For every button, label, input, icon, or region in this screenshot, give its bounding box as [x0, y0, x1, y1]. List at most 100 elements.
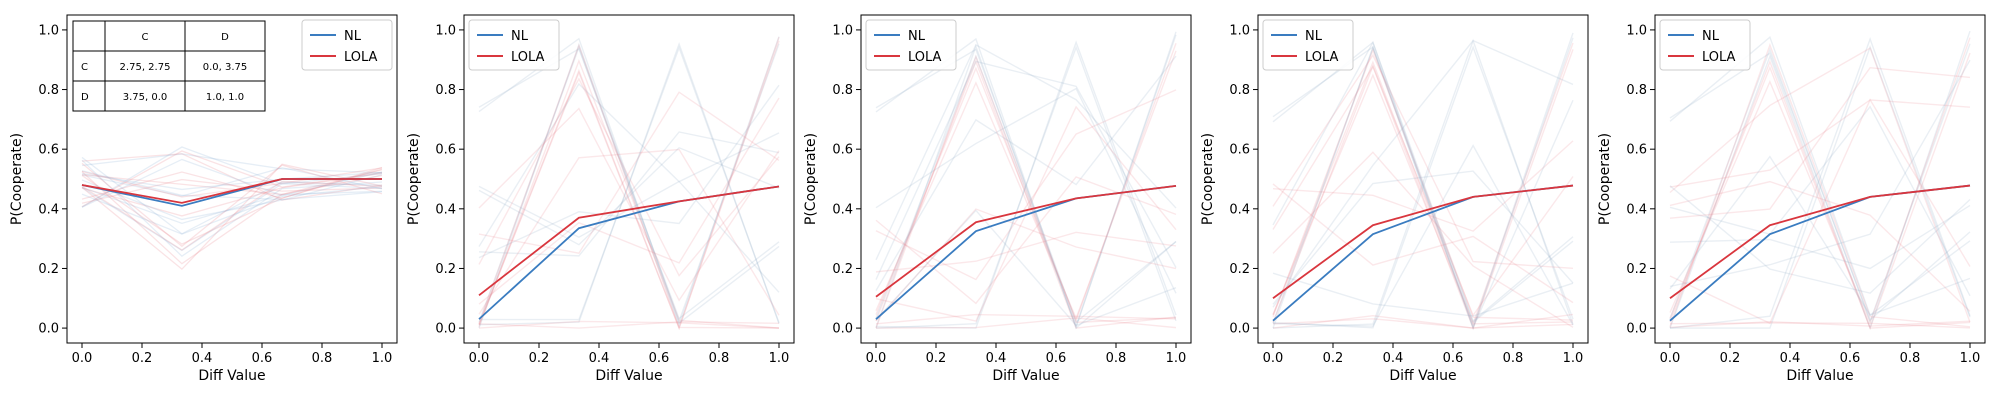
series-line-lola: [81, 178, 382, 204]
x-tick-label: 0.0: [469, 351, 490, 366]
x-tick-label: 1.0: [1166, 351, 1187, 366]
trace-nl: [81, 158, 383, 208]
background-traces: [1272, 32, 1574, 331]
trace-lola: [875, 89, 1177, 281]
trace-nl: [1272, 45, 1574, 329]
y-axis-label: P(Cooperate): [1200, 133, 1216, 225]
trace-lola: [81, 168, 383, 245]
x-tick-label: 0.4: [1780, 351, 1801, 366]
legend: NL LOLA: [468, 19, 560, 71]
y-tick-label: 0.4: [1229, 202, 1250, 217]
x-tick-label: 0.6: [1840, 351, 1861, 366]
trace-nl: [1669, 30, 1971, 330]
x-tick-label: 1.0: [1563, 351, 1584, 366]
table-row-header: C: [81, 62, 88, 73]
y-tick-label: 1.0: [832, 23, 853, 38]
x-tick-label: 0.6: [649, 351, 670, 366]
trace-nl: [81, 153, 383, 174]
trace-lola: [875, 208, 1177, 322]
trace-lola: [875, 313, 1177, 325]
legend-label-nl: NL: [511, 29, 529, 44]
trace-nl: [1272, 45, 1574, 324]
series-line-lola: [1272, 184, 1574, 299]
x-tick-label: 1.0: [1960, 351, 1981, 366]
trace-lola: [1272, 53, 1574, 270]
trace-nl: [1272, 37, 1574, 331]
trace-lola: [478, 40, 780, 331]
trace-nl: [1669, 43, 1971, 324]
x-tick-label: 0.8: [1900, 351, 1921, 366]
x-tick-label: 0.2: [1720, 351, 1741, 366]
trace-lola: [478, 58, 780, 329]
trace-lola: [1272, 314, 1574, 329]
axes-frame: [1257, 14, 1589, 344]
trace-nl: [478, 84, 780, 259]
x-tick-label: 0.0: [866, 351, 887, 366]
trace-nl: [1272, 32, 1574, 329]
trace-lola: [1272, 48, 1574, 321]
trace-lola: [1272, 42, 1574, 326]
y-tick-label: 0.0: [832, 322, 853, 337]
x-tick-label: 0.2: [132, 351, 153, 366]
y-tick-label: 0.4: [832, 202, 853, 217]
y-tick-label: 0.4: [38, 202, 59, 217]
trace-nl: [1272, 272, 1574, 317]
y-tick-label: 0.8: [832, 83, 853, 98]
trace-lola: [81, 166, 383, 200]
x-tick-label: 1.0: [769, 351, 790, 366]
axes-frame: [463, 14, 795, 344]
trace-lola: [875, 59, 1177, 329]
y-tick-label: 0.8: [1229, 83, 1250, 98]
trace-nl: [478, 47, 780, 320]
trace-nl: [81, 159, 383, 257]
x-tick-label: 0.4: [589, 351, 610, 366]
legend-box: [301, 19, 393, 71]
y-axis-label: P(Cooperate): [406, 133, 422, 225]
trace-nl: [1272, 170, 1574, 305]
x-tick-label: 0.0: [72, 351, 93, 366]
trace-nl: [875, 60, 1177, 280]
trace-nl: [875, 43, 1177, 261]
trace-nl: [1669, 155, 1971, 316]
y-axis-label: P(Cooperate): [803, 133, 819, 225]
y-tick-label: 0.6: [435, 143, 456, 158]
x-tick-label: 0.8: [1106, 351, 1127, 366]
background-traces: [875, 31, 1177, 330]
trace-nl: [81, 174, 383, 221]
y-tick-label: 0.0: [1229, 322, 1250, 337]
y-tick-label: 0.2: [1229, 262, 1250, 277]
x-tick-label: 0.6: [1443, 351, 1464, 366]
trace-lola: [1272, 65, 1574, 317]
background-traces: [81, 146, 383, 271]
trace-lola: [1669, 66, 1971, 219]
table-col-header: D: [221, 32, 229, 43]
x-axis-label: Diff Value: [992, 368, 1059, 384]
trace-nl: [875, 31, 1177, 330]
trace-nl: [478, 36, 780, 328]
y-tick-label: 1.0: [1626, 23, 1647, 38]
axes-frame: [1654, 14, 1986, 344]
trace-lola: [1669, 180, 1971, 312]
trace-nl: [1669, 59, 1971, 288]
trace-lola: [478, 36, 780, 331]
trace-nl: [81, 185, 383, 235]
trace-nl: [81, 171, 383, 191]
legend-box: [1659, 19, 1751, 71]
trace-nl: [81, 170, 383, 201]
x-tick-label: 0.0: [1660, 351, 1681, 366]
legend-label-nl: NL: [1305, 29, 1323, 44]
trace-lola: [1669, 37, 1971, 325]
y-tick-label: 0.8: [38, 83, 59, 98]
trace-nl: [875, 209, 1177, 327]
y-tick-label: 0.6: [1626, 143, 1647, 158]
trace-nl: [1272, 41, 1574, 323]
x-tick-label: 0.4: [1383, 351, 1404, 366]
x-tick-label: 1.0: [372, 351, 393, 366]
trace-nl: [875, 37, 1177, 330]
trace-nl: [1669, 35, 1971, 317]
trace-lola: [875, 176, 1177, 305]
trace-lola: [478, 321, 780, 329]
series-line-lola: [1669, 184, 1971, 299]
trace-lola: [478, 107, 780, 302]
trace-lola: [1272, 60, 1574, 325]
